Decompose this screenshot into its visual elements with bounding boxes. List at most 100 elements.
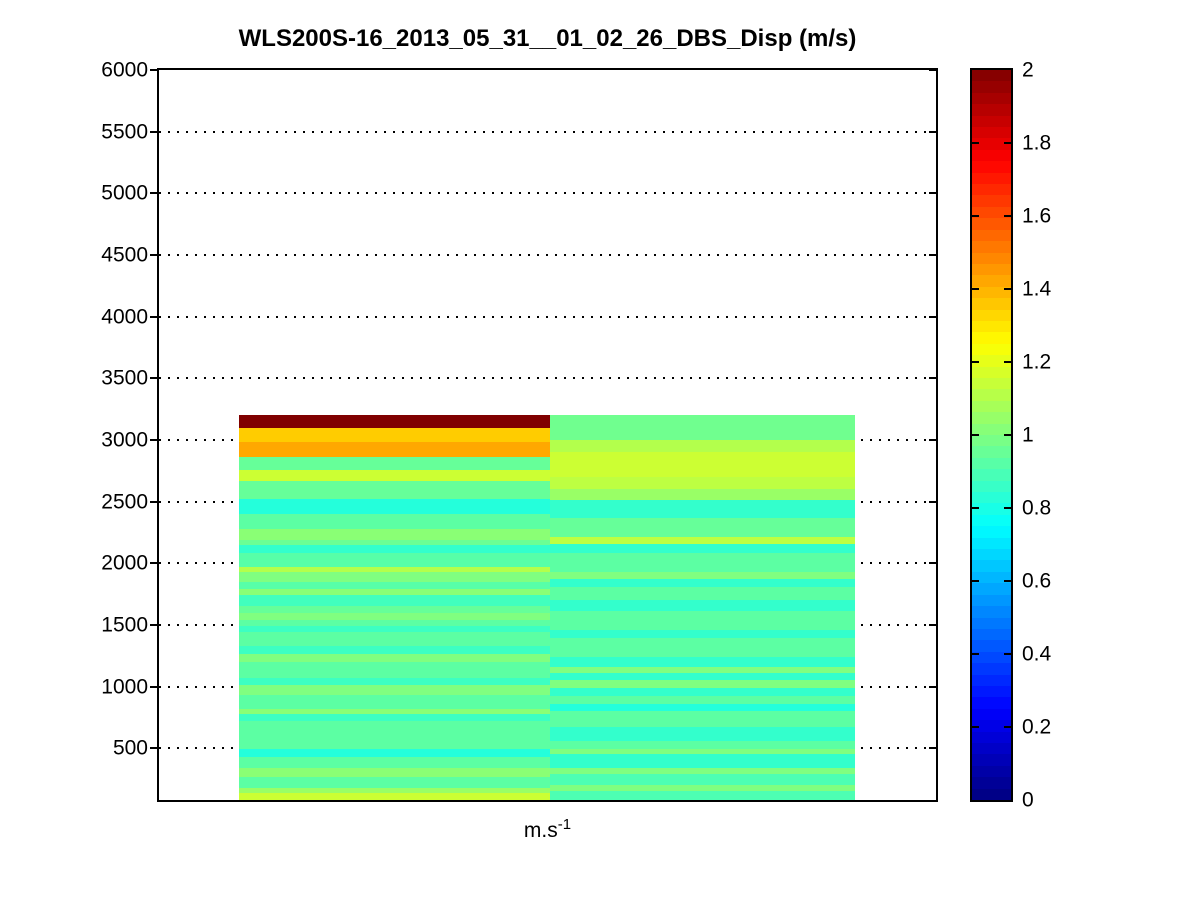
y-tick-left — [150, 253, 157, 256]
heatmap-stripe — [238, 695, 550, 710]
heatmap-stripe — [238, 708, 550, 715]
colorbar-band — [972, 526, 1011, 539]
heatmap-stripe — [238, 654, 550, 663]
colorbar-band — [972, 218, 1011, 231]
colorbar-band — [972, 640, 1011, 653]
colorbar-band — [972, 742, 1011, 755]
heatmap-stripe — [549, 785, 856, 792]
colorbar-tick-right — [1004, 361, 1011, 363]
colorbar-band — [972, 685, 1011, 698]
colorbar-band — [972, 560, 1011, 573]
colorbar-band — [972, 400, 1011, 413]
colorbar-tick-right — [1004, 434, 1011, 436]
heatmap-stripe — [549, 774, 856, 786]
heatmap-stripe — [238, 767, 550, 777]
colorbar-band — [972, 492, 1011, 504]
colorbar-tick-label: 0.2 — [1022, 715, 1052, 739]
colorbar-band — [972, 172, 1011, 185]
heatmap-stripe — [549, 452, 856, 478]
colorbar-band — [972, 355, 1011, 368]
colorbar-band — [972, 514, 1011, 527]
heatmap-stripe — [549, 711, 856, 728]
colorbar-band — [972, 92, 1011, 105]
gridline — [159, 377, 936, 380]
heatmap-stripe — [238, 427, 550, 443]
heatmap-stripe — [238, 499, 550, 515]
y-tick-label: 3000 — [101, 428, 148, 452]
colorbar-band — [972, 366, 1011, 379]
x-axis-label-exponent: -1 — [557, 816, 572, 833]
colorbar-band — [972, 731, 1011, 744]
y-tick-label: 5500 — [101, 120, 148, 144]
colorbar-band — [972, 184, 1011, 196]
colorbar-band — [972, 503, 1011, 516]
heatmap-stripe — [238, 528, 550, 541]
x-axis-label: m.s-1 — [157, 816, 938, 843]
heatmap-stripe — [238, 685, 550, 696]
colorbar-tick-label: 2 — [1022, 58, 1034, 82]
heatmap-stripe — [238, 469, 550, 481]
heatmap-stripe — [549, 415, 856, 441]
heatmap-stripe — [549, 586, 856, 601]
heatmap-stripe — [238, 442, 550, 458]
colorbar-band — [972, 252, 1011, 265]
y-tick-right — [929, 747, 936, 750]
colorbar-band — [972, 457, 1011, 470]
colorbar-band — [972, 435, 1011, 447]
y-tick-label: 4500 — [101, 243, 148, 267]
colorbar-tick-left — [972, 215, 979, 217]
colorbar-band — [972, 651, 1011, 664]
colorbar-band — [972, 571, 1011, 584]
heatmap-stripe — [238, 595, 550, 607]
heatmap-stripe — [238, 792, 550, 800]
heatmap-stripe — [238, 415, 550, 428]
heatmap-stripe — [549, 791, 856, 800]
heatmap-stripe — [549, 638, 856, 658]
y-tick-label: 2500 — [101, 490, 148, 514]
y-tick-left — [150, 377, 157, 380]
colorbar-tick-label: 1.4 — [1022, 277, 1052, 301]
colorbar-tick-right — [1004, 653, 1011, 655]
heatmap-stripe — [549, 439, 856, 453]
heatmap-stripe — [238, 457, 550, 470]
colorbar-band — [972, 298, 1011, 311]
y-tick-left — [150, 130, 157, 133]
colorbar-band — [972, 549, 1011, 561]
y-tick-left — [150, 438, 157, 441]
colorbar-tick-label: 1.6 — [1022, 204, 1052, 228]
colorbar-tick-left — [972, 361, 979, 363]
colorbar-band — [972, 754, 1011, 767]
heatmap-stripe — [549, 767, 856, 775]
heatmap-stripe — [238, 480, 550, 500]
y-tick-left — [150, 69, 157, 71]
heatmap-stripe — [238, 606, 550, 613]
colorbar-band — [972, 138, 1011, 151]
colorbar-tick-left — [972, 653, 979, 655]
y-tick-left — [150, 685, 157, 688]
heatmap-stripe — [238, 581, 550, 590]
y-tick-left — [150, 747, 157, 750]
heatmap-stripe — [238, 566, 550, 573]
plot-title: WLS200S-16_2013_05_31__01_02_26_DBS_Disp… — [238, 25, 857, 52]
heatmap-stripe — [238, 721, 550, 750]
gridline — [159, 192, 936, 195]
colorbar-band — [972, 537, 1011, 550]
colorbar-tick-label: 0.8 — [1022, 496, 1052, 520]
y-tick-left — [150, 562, 157, 565]
y-tick-label: 500 — [112, 736, 148, 760]
heatmap-stripe — [549, 680, 856, 689]
y-tick-label: 1500 — [101, 613, 148, 637]
y-tick-label: 3500 — [101, 366, 148, 390]
colorbar-band — [972, 663, 1011, 676]
colorbar-band — [972, 708, 1011, 721]
colorbar-band — [972, 583, 1011, 596]
colorbar-band — [972, 697, 1011, 710]
colorbar-band — [972, 377, 1011, 390]
heatmap-stripe — [549, 543, 856, 554]
y-tick-left — [150, 500, 157, 503]
y-tick-label: 4000 — [101, 305, 148, 329]
colorbar-band — [972, 606, 1011, 618]
heatmap-stripe — [238, 626, 550, 633]
y-tick-right — [929, 192, 936, 195]
